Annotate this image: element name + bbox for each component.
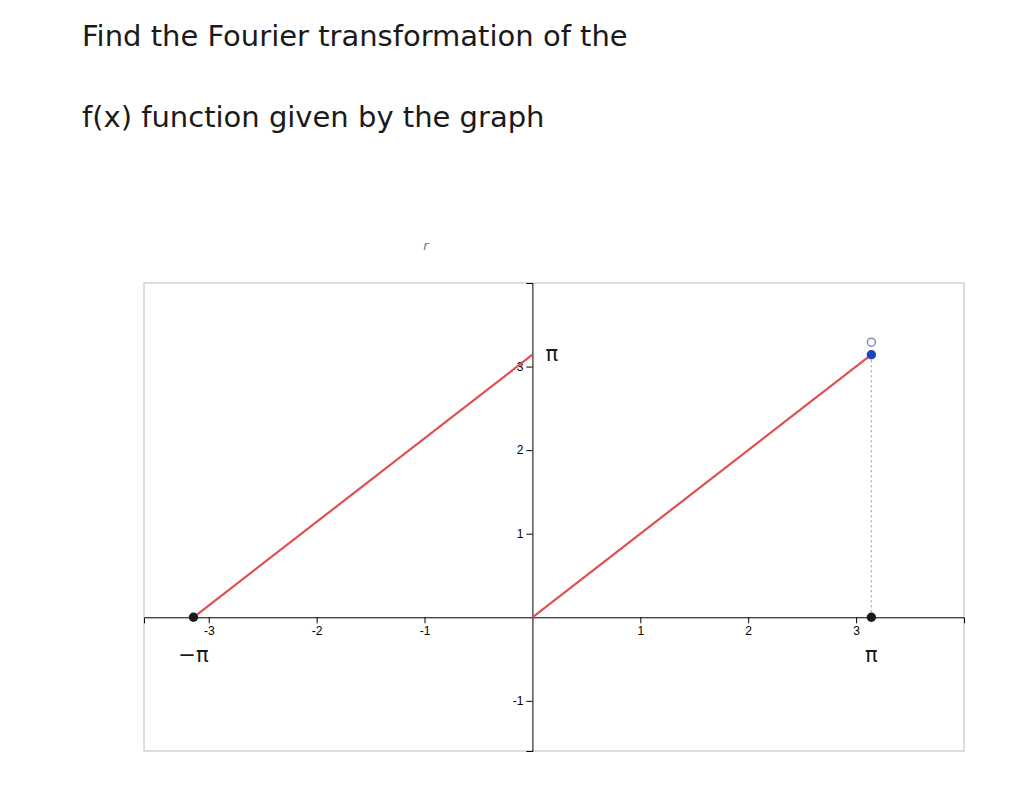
- title: f(x) function given by the graph: [82, 100, 544, 134]
- x-tick: -2: [312, 617, 323, 638]
- x-tick-mark: [748, 617, 749, 623]
- open-point: [867, 338, 875, 346]
- x-tick: -1: [420, 617, 431, 638]
- x-tick: 2: [745, 617, 752, 638]
- y-tick: 2: [517, 443, 533, 457]
- annotation: r: [423, 238, 430, 253]
- plot-marks: [189, 338, 876, 622]
- x-axis: -3 -2 -1 1 2 3: [145, 617, 965, 638]
- x-tick-mark: [856, 617, 857, 623]
- y-tick-label: 1: [517, 527, 524, 541]
- chart: Find the Fourier transformation of the f(…: [0, 0, 1026, 808]
- x-tick-label: 1: [637, 624, 644, 638]
- dotted-line: [871, 355, 872, 618]
- x-value-label: π: [865, 643, 878, 667]
- x-tick: 3: [853, 617, 860, 638]
- y-tick-mark: [526, 534, 532, 535]
- y-tick-label: 2: [517, 443, 524, 457]
- x-tick-label: -3: [204, 624, 215, 638]
- y-tick-mark: [526, 367, 532, 368]
- y-axis: -1123: [513, 284, 533, 752]
- line: [193, 355, 532, 618]
- point: [189, 613, 198, 622]
- x-axis-line: [145, 618, 965, 624]
- x-tick: 1: [637, 617, 644, 638]
- annotations: r π −π π: [178, 238, 878, 667]
- y-tick: 1: [517, 527, 533, 541]
- y-value-label: π: [545, 342, 558, 366]
- x-tick-mark: [317, 617, 318, 623]
- x-tick-label: 3: [853, 624, 860, 638]
- title: Find the Fourier transformation of the: [82, 19, 628, 53]
- y-tick: -1: [513, 694, 533, 708]
- x-tick-mark: [640, 617, 641, 623]
- x-tick-label: -1: [420, 624, 431, 638]
- point: [867, 613, 876, 622]
- y-tick-mark: [526, 701, 532, 702]
- y-tick-mark: [526, 450, 532, 451]
- x-value-label: −π: [178, 643, 209, 667]
- y-axis-line: [526, 284, 533, 752]
- x-tick-mark: [425, 617, 426, 623]
- x-tick: -3: [204, 617, 215, 638]
- x-tick-label: -2: [312, 624, 323, 638]
- point: [867, 350, 876, 359]
- plot-frame: [144, 283, 964, 751]
- x-tick-label: 2: [745, 624, 752, 638]
- x-tick-mark: [209, 617, 210, 623]
- line: [532, 355, 871, 618]
- y-tick-label: -1: [513, 694, 524, 708]
